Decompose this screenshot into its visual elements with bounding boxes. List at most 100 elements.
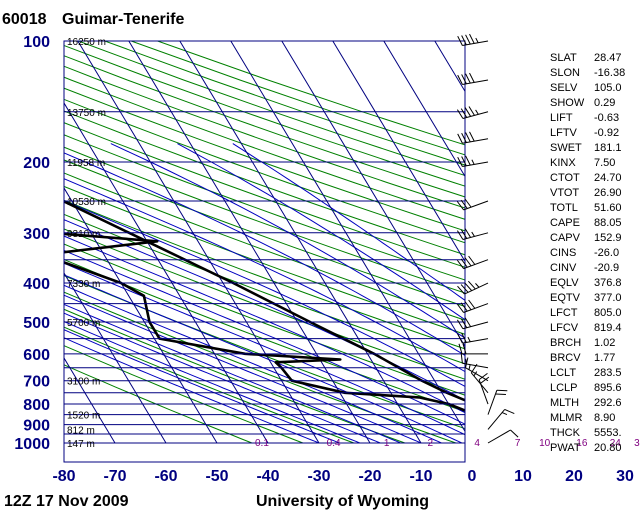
index-value: -20.9 <box>594 262 619 274</box>
index-value: 152.9 <box>594 232 622 244</box>
index-name: VTOT <box>550 187 579 199</box>
sounding-datetime: 12Z 17 Nov 2009 <box>4 493 129 510</box>
height-label: 13750 m <box>67 108 106 119</box>
mixing-ratio-label: 0.4 <box>327 438 341 449</box>
temperature-tick-label: 30 <box>616 468 634 485</box>
data-source: University of Wyoming <box>256 493 429 510</box>
isotherm-line <box>77 41 320 444</box>
height-labels: 16250 m 13750 m 11958 m 10530 m 9310 m 7330 m… <box>67 37 106 450</box>
height-label: 16250 m <box>67 37 106 48</box>
index-name: BRCH <box>550 337 581 349</box>
temperature-tick-label: 0 <box>468 468 477 485</box>
dry-adiabat-line <box>64 308 406 444</box>
height-label: 11958 m <box>67 158 105 169</box>
pressure-tick-label: 200 <box>23 155 50 172</box>
index-name: LFCV <box>550 322 579 334</box>
isotherm-line <box>230 41 465 433</box>
temperature-tick-label: -80 <box>52 468 75 485</box>
height-label: 7330 m <box>67 279 100 290</box>
moist-adiabat-line <box>64 329 340 444</box>
height-label: 1520 m <box>67 411 100 422</box>
pressure-tick-label: 1000 <box>14 436 50 453</box>
wind-barb <box>456 106 489 120</box>
height-label: 812 m <box>67 425 95 436</box>
index-name: LCLP <box>550 382 578 394</box>
index-name: EQTV <box>550 292 581 304</box>
index-value: 1.77 <box>594 352 615 364</box>
moist-adiabat-line <box>64 320 360 444</box>
plot-frame <box>63 40 466 463</box>
index-value: 292.6 <box>594 397 622 409</box>
wind-barb <box>456 255 489 270</box>
isotherm-line <box>128 41 371 444</box>
index-value: 377.0 <box>594 292 622 304</box>
pressure-tick-label: 800 <box>23 397 50 414</box>
temperature-tick-label: -40 <box>256 468 279 485</box>
pressure-tick-label: 400 <box>23 276 50 293</box>
index-value: 20.80 <box>594 442 622 454</box>
index-value: 283.5 <box>594 367 622 379</box>
index-value: -26.0 <box>594 247 619 259</box>
index-name: EQLV <box>550 277 579 289</box>
wind-barb <box>464 357 489 382</box>
wind-barb <box>458 343 488 355</box>
moist-adiabat-line <box>64 235 465 414</box>
isotherm-line <box>64 272 167 444</box>
height-label: 5700 m <box>67 318 100 329</box>
temperature-tick-label: 10 <box>514 468 532 485</box>
index-name: THCK <box>550 427 581 439</box>
mixing-ratio-label: 2 <box>427 438 433 449</box>
moist-adiabat-line <box>64 178 465 373</box>
wind-barb <box>487 429 519 444</box>
index-name: SLON <box>550 67 580 79</box>
index-value: 28.47 <box>594 52 622 64</box>
index-name: LFTV <box>550 127 578 139</box>
wind-barb <box>456 317 489 330</box>
wind-barb <box>470 363 489 394</box>
temperature-tick-label: -60 <box>154 468 177 485</box>
index-name: SLAT <box>550 52 577 64</box>
index-name: BRCV <box>550 352 581 364</box>
index-name: KINX <box>550 157 576 169</box>
index-value: 105.0 <box>594 82 622 94</box>
wind-barb <box>457 155 489 168</box>
index-value: 181.1 <box>594 142 622 154</box>
isotherm-line <box>332 41 465 263</box>
temperature-tick-label: -70 <box>103 468 126 485</box>
index-name: LFCT <box>550 307 578 319</box>
index-value: -0.63 <box>594 112 619 124</box>
pressure-tick-label: 700 <box>23 374 50 391</box>
index-value: 819.4 <box>594 322 622 334</box>
temperature-axis: -80-70-60-50-40-30-20-10010203040 <box>52 468 634 485</box>
isotherm-line <box>383 41 465 178</box>
wind-barb <box>457 33 489 47</box>
mixing-ratio-label: 1 <box>384 438 390 449</box>
temperature-tick-label: -50 <box>205 468 228 485</box>
isotherm-line <box>64 357 116 444</box>
moist-adiabat-line <box>232 143 465 301</box>
pressure-tick-label: 500 <box>23 315 50 332</box>
moist-adiabat-line <box>64 262 465 436</box>
height-label: 9310 m <box>67 229 100 240</box>
isotherm-line <box>64 187 218 444</box>
mixing-ratio-label: 7 <box>515 438 521 449</box>
index-value: 1.02 <box>594 337 615 349</box>
index-name: CINV <box>550 262 577 274</box>
wind-barb-column <box>456 33 519 444</box>
isotherm-line <box>179 41 422 444</box>
wind-barb <box>487 389 508 415</box>
index-value: 51.60 <box>594 202 622 214</box>
mixing-ratio-labels: 0.10.412471016243240g/kg <box>255 438 640 449</box>
index-name: SWET <box>550 142 582 154</box>
pressure-tick-label: 600 <box>23 347 50 364</box>
moist-adiabat-line <box>64 249 465 425</box>
index-name: MLMR <box>550 412 582 424</box>
index-name: CINS <box>550 247 576 259</box>
temperature-tick-label: -20 <box>358 468 381 485</box>
index-name: SELV <box>550 82 578 94</box>
index-value: 88.05 <box>594 217 622 229</box>
moist-adiabat-line <box>64 337 320 444</box>
wind-barb <box>456 299 489 313</box>
